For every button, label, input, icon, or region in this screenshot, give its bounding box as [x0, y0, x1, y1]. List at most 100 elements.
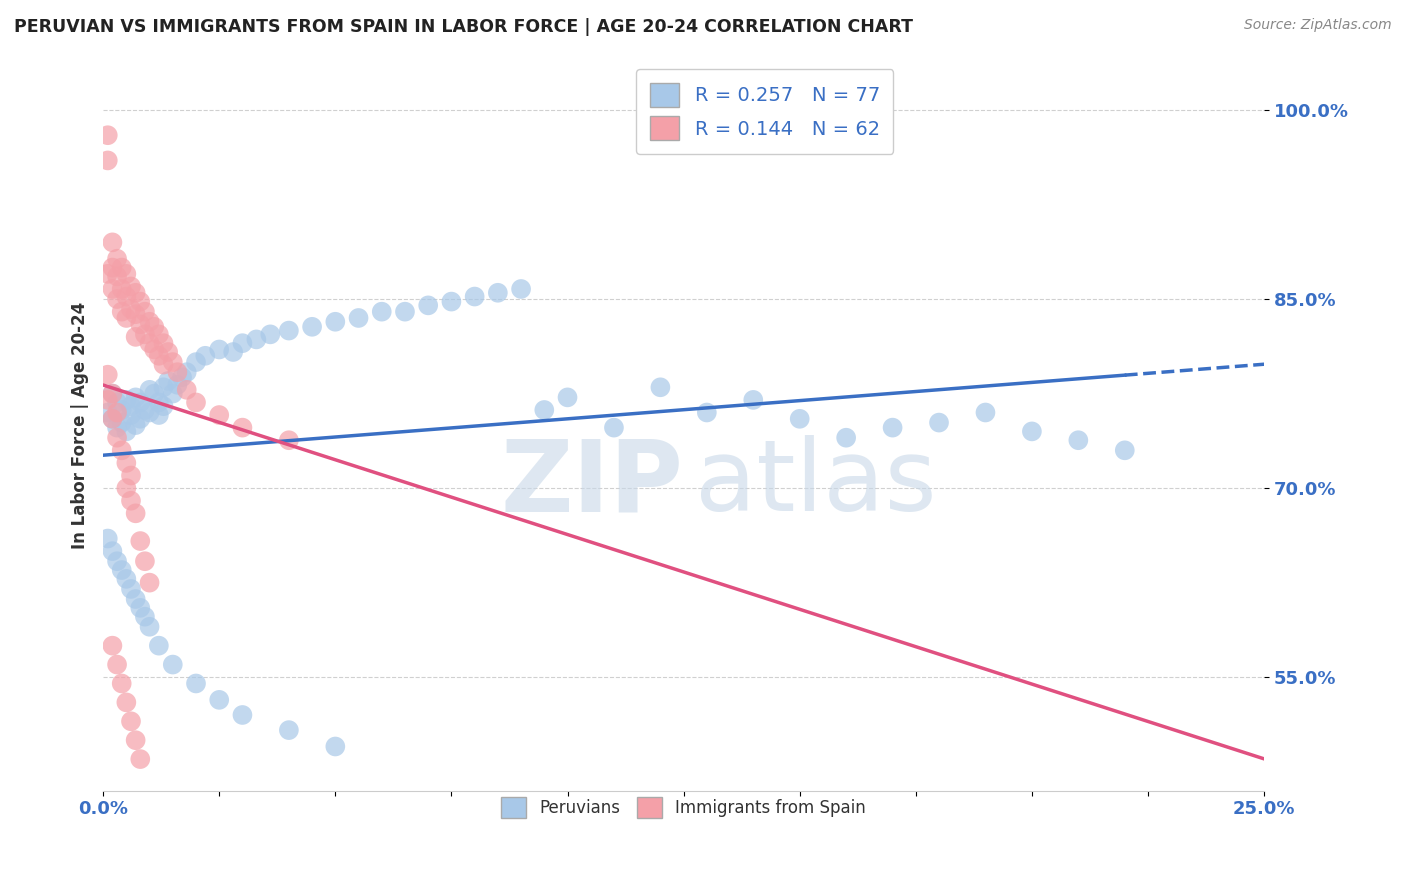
- Point: [129, 294, 152, 309]
- Point: [134, 304, 156, 318]
- Point: [97, 405, 120, 419]
- Legend: Peruvians, Immigrants from Spain: Peruvians, Immigrants from Spain: [492, 789, 875, 826]
- Point: [440, 294, 463, 309]
- Point: [148, 408, 170, 422]
- Text: PERUVIAN VS IMMIGRANTS FROM SPAIN IN LABOR FORCE | AGE 20-24 CORRELATION CHART: PERUVIAN VS IMMIGRANTS FROM SPAIN IN LAB…: [14, 18, 912, 36]
- Point: [371, 304, 394, 318]
- Point: [974, 405, 997, 419]
- Point: [176, 365, 198, 379]
- Point: [101, 282, 124, 296]
- Point: [323, 739, 346, 754]
- Point: [184, 395, 207, 409]
- Point: [148, 327, 170, 342]
- Point: [557, 390, 579, 404]
- Point: [259, 327, 281, 342]
- Point: [101, 544, 124, 558]
- Point: [129, 600, 152, 615]
- Point: [129, 752, 152, 766]
- Point: [120, 302, 142, 317]
- Point: [124, 506, 146, 520]
- Point: [208, 693, 231, 707]
- Point: [533, 403, 555, 417]
- Point: [464, 289, 486, 303]
- Point: [789, 412, 811, 426]
- Point: [143, 386, 166, 401]
- Point: [148, 395, 170, 409]
- Point: [124, 330, 146, 344]
- Point: [184, 676, 207, 690]
- Point: [124, 418, 146, 433]
- Point: [111, 563, 134, 577]
- Point: [835, 431, 858, 445]
- Point: [120, 582, 142, 596]
- Point: [231, 336, 253, 351]
- Point: [486, 285, 509, 300]
- Point: [120, 493, 142, 508]
- Point: [115, 392, 138, 407]
- Point: [166, 377, 188, 392]
- Point: [650, 380, 672, 394]
- Point: [208, 343, 231, 357]
- Point: [138, 620, 160, 634]
- Point: [105, 657, 128, 672]
- Point: [101, 235, 124, 250]
- Point: [134, 554, 156, 568]
- Point: [882, 420, 904, 434]
- Point: [162, 657, 184, 672]
- Point: [105, 554, 128, 568]
- Point: [97, 267, 120, 281]
- Point: [124, 390, 146, 404]
- Point: [162, 386, 184, 401]
- Point: [152, 358, 174, 372]
- Point: [162, 355, 184, 369]
- Point: [120, 714, 142, 729]
- Point: [1114, 443, 1136, 458]
- Point: [157, 345, 180, 359]
- Point: [1021, 425, 1043, 439]
- Point: [129, 412, 152, 426]
- Point: [928, 416, 950, 430]
- Point: [115, 572, 138, 586]
- Point: [115, 289, 138, 303]
- Point: [120, 468, 142, 483]
- Point: [101, 412, 124, 426]
- Point: [120, 279, 142, 293]
- Point: [115, 456, 138, 470]
- Point: [245, 332, 267, 346]
- Point: [323, 315, 346, 329]
- Point: [138, 383, 160, 397]
- Point: [231, 420, 253, 434]
- Point: [115, 481, 138, 495]
- Point: [176, 383, 198, 397]
- Point: [101, 386, 124, 401]
- Point: [115, 695, 138, 709]
- Point: [111, 260, 134, 275]
- Point: [134, 327, 156, 342]
- Point: [111, 676, 134, 690]
- Point: [152, 380, 174, 394]
- Point: [101, 260, 124, 275]
- Point: [301, 319, 323, 334]
- Point: [277, 723, 299, 738]
- Point: [231, 708, 253, 723]
- Point: [696, 405, 718, 419]
- Point: [143, 343, 166, 357]
- Point: [105, 252, 128, 266]
- Point: [184, 355, 207, 369]
- Point: [170, 370, 193, 384]
- Point: [1067, 434, 1090, 448]
- Point: [277, 324, 299, 338]
- Point: [105, 405, 128, 419]
- Point: [115, 310, 138, 325]
- Point: [510, 282, 533, 296]
- Point: [111, 416, 134, 430]
- Point: [208, 408, 231, 422]
- Point: [194, 349, 217, 363]
- Point: [124, 592, 146, 607]
- Point: [97, 368, 120, 382]
- Point: [394, 304, 416, 318]
- Y-axis label: In Labor Force | Age 20-24: In Labor Force | Age 20-24: [72, 301, 89, 549]
- Point: [115, 425, 138, 439]
- Point: [124, 285, 146, 300]
- Point: [152, 399, 174, 413]
